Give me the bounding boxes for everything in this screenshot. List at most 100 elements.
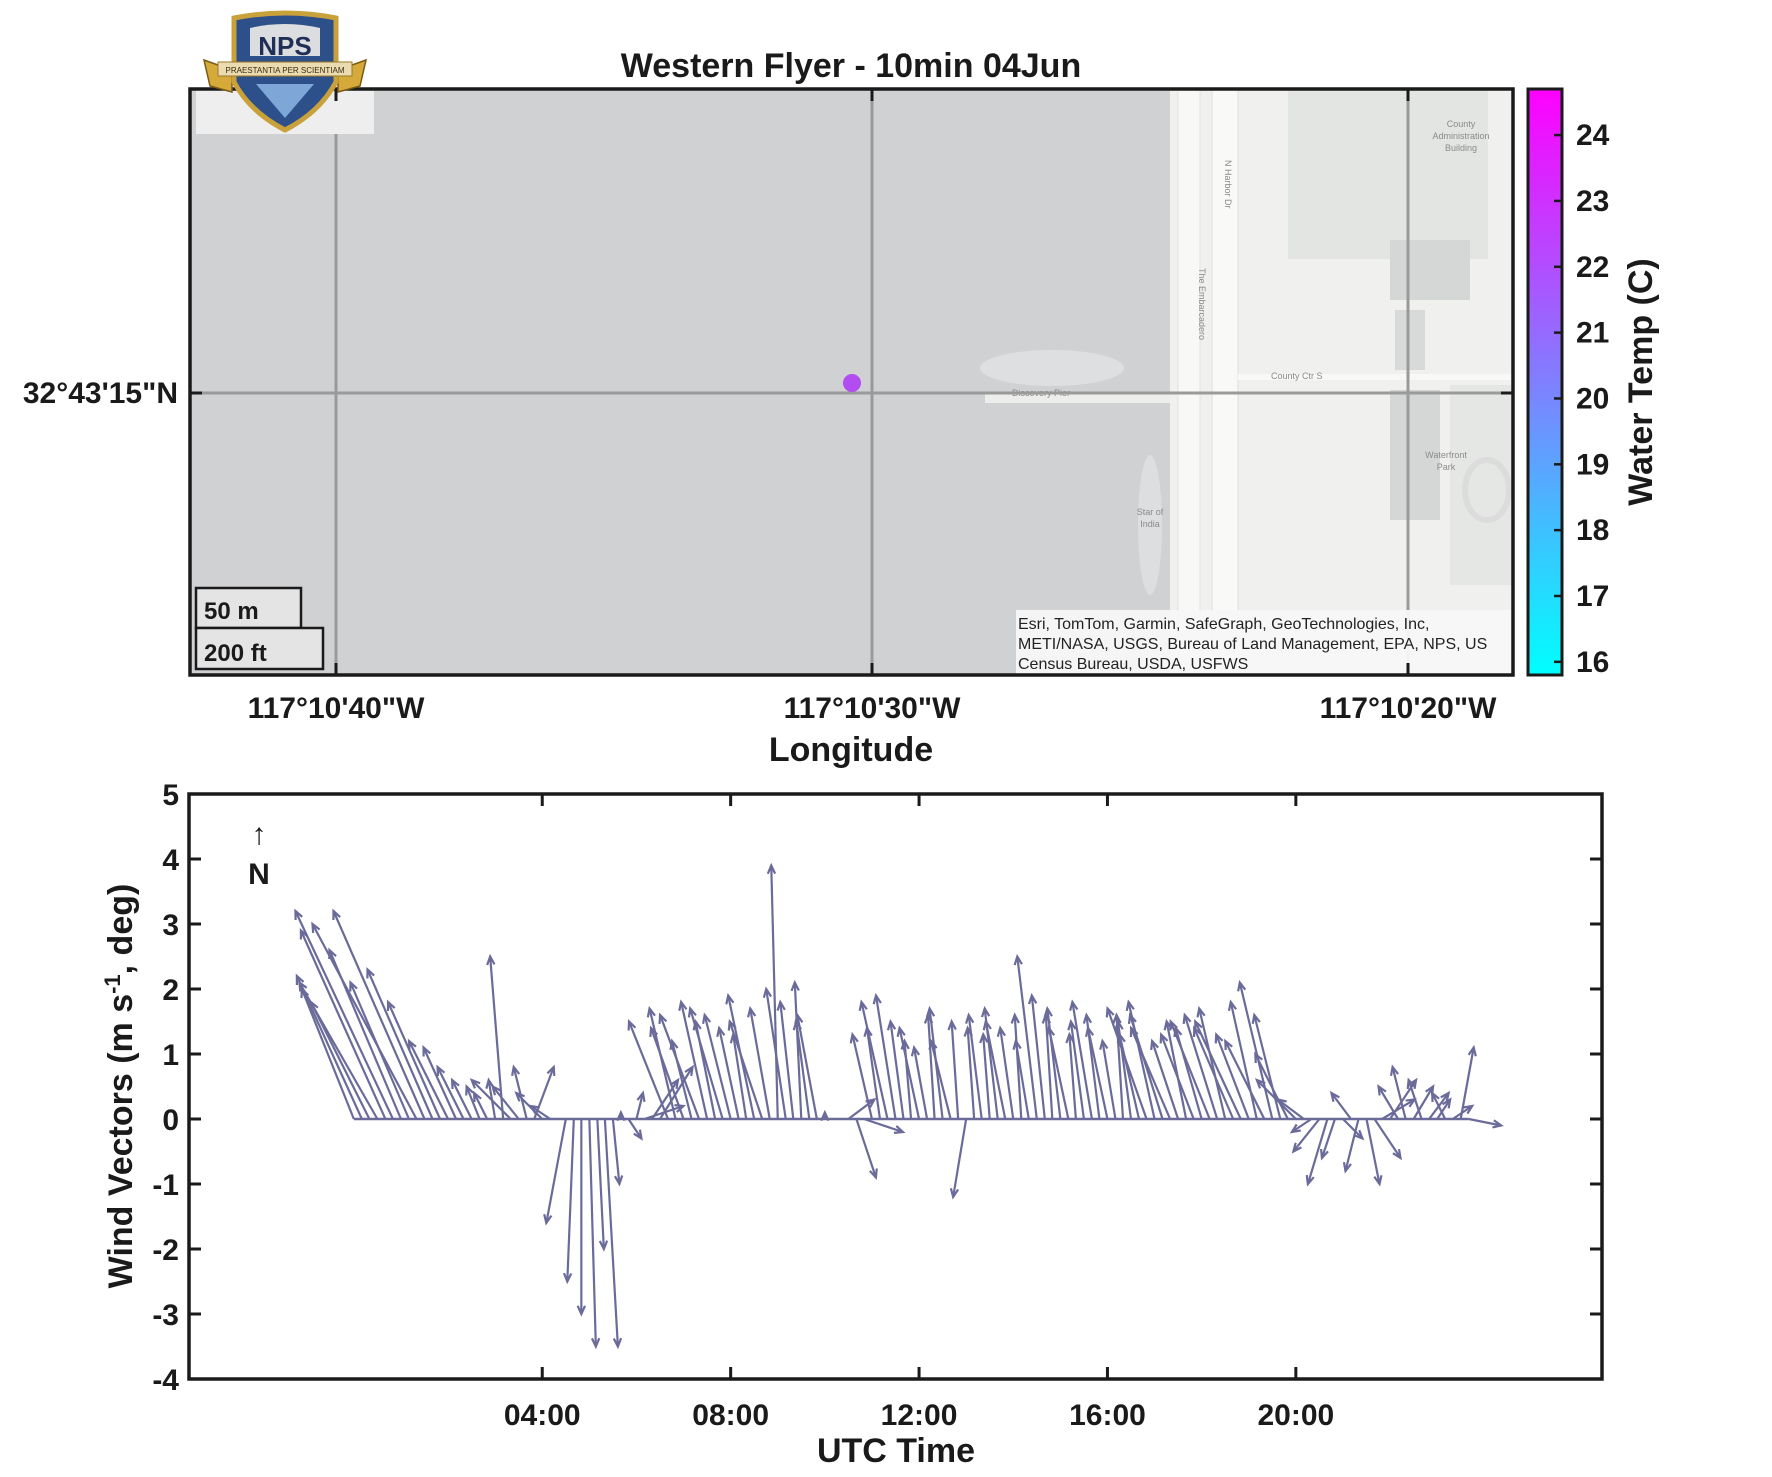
wind-vector [1192,1025,1235,1120]
wind-vector [1196,1005,1227,1120]
street-label-county-ctr: County Ctr S [1271,371,1323,381]
wind-vector [979,1031,991,1120]
wind-vector [762,986,787,1120]
wind-vector [1194,1019,1242,1120]
wind-vector [635,1090,646,1120]
wind-vector [1045,1025,1070,1120]
map-grid [190,89,1513,675]
road-embarcadero [1177,89,1201,675]
colorbar-tick-label: 21 [1576,317,1609,350]
wind-vector [450,1077,473,1120]
wind-vector [603,1118,623,1350]
wind-vector [872,992,897,1120]
wind-vector [790,979,803,1120]
wind-vector [1329,1090,1352,1120]
discovery-pier [985,393,1170,403]
basemap: N Harbor Dr The Embarcadero County Ctr S… [190,89,1513,675]
place-label-star-of-india: India [1140,519,1160,529]
y-axis: -4 -3 -2 -1 0 1 2 3 4 5 [152,779,1602,1397]
y-tick-label: -2 [152,1234,179,1267]
wind-vector [298,980,379,1120]
north-arrow-icon: ↑ [252,818,267,851]
wind-vector [472,1090,489,1120]
lon-tick-label: 117°10'20"W [1320,692,1497,725]
wind-vector [849,1031,874,1120]
wind-vector [746,1005,771,1120]
wind-vector [491,1084,520,1120]
land-block [1288,89,1488,259]
logo-text: NPS [258,31,311,61]
map-ticks [190,89,1513,675]
wind-vector [646,1005,677,1120]
lon-tick-label: 117°10'30"W [784,692,961,725]
wind-vector [776,999,795,1120]
wind-vector [528,1104,551,1120]
wind-vector [1067,1018,1085,1120]
colorbar-tick-label: 20 [1576,382,1609,415]
colorbar-tick-label: 24 [1576,119,1610,152]
colorbar-tick-label: 19 [1576,448,1609,481]
wind-vector [651,1077,680,1120]
wind-vector [766,862,779,1120]
wind-vector [1237,979,1274,1120]
wind-vector [469,1078,512,1120]
wind-vector [1389,1064,1407,1120]
wind-vector [1112,1012,1125,1120]
colorbar-tick-label: 17 [1576,580,1609,613]
north-label: N [248,858,270,891]
scale-label-metric: 50 m [204,598,259,625]
wind-vector [588,1118,601,1350]
wind-vector [716,1025,740,1120]
wind-vector [562,1118,575,1285]
y-axis-title: Wind Vectors (m s-1, deg) [100,884,140,1289]
wind-vector [1319,1118,1336,1161]
wind-vector [1043,1005,1062,1120]
wind-vector [1436,1097,1452,1120]
land-block [1390,390,1440,520]
place-label-waterfront-park: Park [1437,462,1456,472]
wind-vector [576,1119,587,1317]
land-block [1450,385,1513,585]
place-label-county-admin: Administration [1432,131,1489,141]
land-block [1390,240,1470,300]
water-area [190,89,1170,675]
county-ctr-road [1238,374,1513,380]
wind-vector [1069,999,1093,1120]
vessel-position-marker [843,374,861,392]
wind-vector [886,1018,905,1120]
wind-vector [1406,1077,1423,1120]
plot-area [189,794,1602,1379]
x-axis: 04:00 08:00 12:00 16:00 20:00 [504,794,1334,1432]
nps-logo: NPS PRAESTANTIA PER SCIENTIAM [202,10,368,133]
wind-vector [1169,1018,1211,1120]
logo-motto: PRAESTANTIA PER SCIENTIAM [226,66,345,75]
attribution-line: Esri, TomTom, Garmin, SafeGraph, GeoTech… [1018,616,1429,633]
wind-vector [543,1118,567,1226]
wind-vector [1289,1118,1313,1134]
wind-vector [1377,1084,1400,1120]
wind-vector [1227,999,1258,1120]
wind-vector [678,999,709,1120]
place-label-waterfront-park: Waterfront [1425,450,1467,460]
wind-vector [896,1025,921,1120]
wind-vector [858,999,889,1120]
wind-vector [366,967,434,1120]
x-tick-label: 16:00 [1069,1399,1146,1432]
wind-vector [928,1038,952,1120]
wind-vector [1129,1025,1172,1120]
land-block [1395,310,1425,370]
wind-vector [658,1012,701,1120]
wind-vector [863,1117,906,1134]
colorbar-tick-label: 23 [1576,185,1609,218]
wind-vector [1012,1038,1030,1120]
wind-vector [1085,1025,1109,1120]
wind-vector [1159,1031,1195,1120]
wind-vector [407,1038,450,1120]
wind-vector [1254,1051,1289,1120]
colorbar-tick-label: 18 [1576,514,1609,547]
wind-vector [1027,992,1046,1120]
wind-vector [1254,1078,1297,1120]
wind-vector [511,1064,528,1120]
wind-vector [1214,1031,1250,1120]
